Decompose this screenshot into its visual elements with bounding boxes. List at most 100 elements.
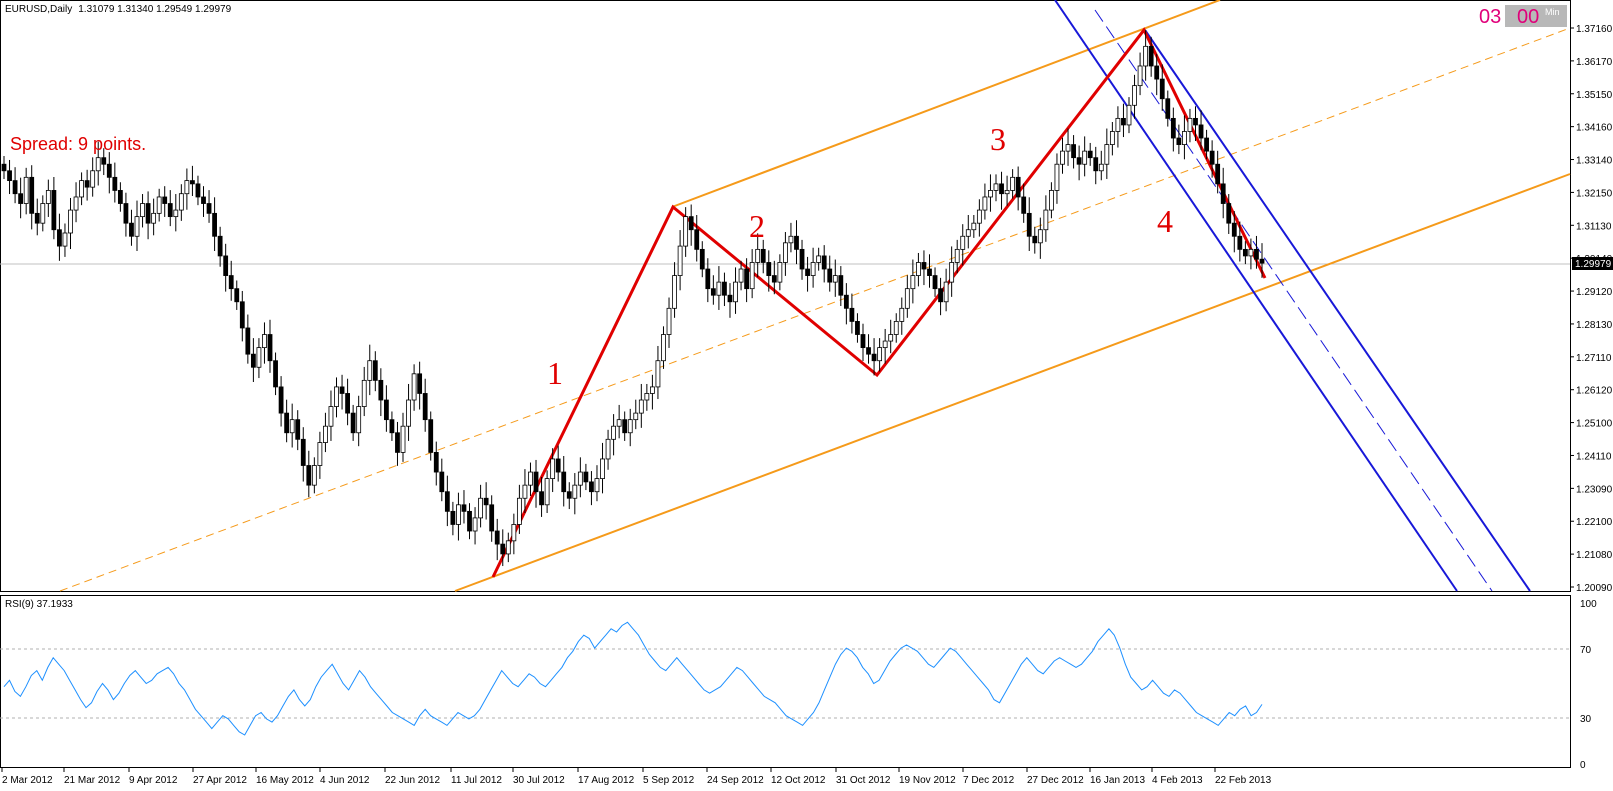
candle-body (1115, 117, 1121, 132)
x-tick-label: 27 Dec 2012 (1027, 775, 1084, 786)
candle-body (594, 478, 600, 493)
candle-body (633, 412, 639, 421)
candle-body (555, 458, 561, 473)
spread-label: Spread: 9 points. (10, 134, 146, 154)
candle-body (62, 232, 68, 247)
candle-body (722, 281, 727, 296)
candle-body (1254, 248, 1259, 260)
candle-body (1165, 98, 1171, 119)
candle-body (583, 471, 589, 483)
candle-body (1109, 131, 1115, 145)
candle-body (323, 425, 328, 443)
candle-body (638, 399, 644, 414)
candle-body (51, 190, 57, 231)
candle-body (278, 386, 284, 414)
candle-body (239, 301, 245, 329)
candle-body (212, 212, 217, 237)
candle-body (1159, 78, 1165, 100)
candle-body (1137, 65, 1143, 87)
y-tick-label: 1.35150 (1576, 90, 1613, 101)
orange-channel-median (59, 27, 1571, 592)
candle-body (73, 196, 79, 211)
candle-body (79, 180, 84, 198)
candle-body (672, 275, 677, 309)
candle-body (195, 183, 201, 198)
candle-body (95, 157, 101, 172)
candle-body (611, 425, 617, 440)
candle-body (589, 481, 594, 493)
candle-body (461, 504, 467, 512)
candle-body (760, 248, 766, 263)
y-tick-label: 1.37160 (1576, 24, 1613, 35)
rsi-level-label: 70 (1580, 645, 1592, 656)
candle-body (500, 543, 506, 555)
candle-body (943, 281, 949, 303)
candle-body (938, 288, 943, 303)
candle-body (450, 510, 456, 525)
candle-body (899, 307, 905, 322)
candle-body (794, 235, 799, 250)
candle-body (827, 268, 833, 283)
candle-body (101, 157, 107, 165)
candle-body (18, 193, 24, 204)
candle-body (250, 353, 256, 368)
candle-body (151, 212, 157, 224)
candle-body (577, 471, 583, 486)
candle-body (528, 471, 533, 486)
candle-body (1104, 144, 1110, 165)
candle-body (855, 321, 860, 335)
candle-body (367, 360, 373, 381)
candle-body (572, 484, 578, 499)
candle-body (810, 262, 816, 276)
timer-box (1505, 5, 1567, 27)
x-tick-label: 17 Aug 2012 (578, 775, 635, 786)
candle-body (888, 334, 894, 342)
candle-body (483, 497, 489, 506)
x-tick-label: 19 Nov 2012 (899, 775, 956, 786)
rsi-panel (0, 595, 1571, 768)
candle-body (522, 484, 528, 499)
candle-body (112, 176, 118, 191)
candle-body (1204, 137, 1209, 152)
candle-body (84, 180, 90, 188)
candle-body (921, 262, 927, 270)
candle-body (849, 307, 855, 322)
candle-body (644, 393, 650, 401)
candle-body (422, 393, 428, 421)
candle-body (1132, 85, 1137, 106)
candle-body (1187, 117, 1193, 132)
candle-body (832, 275, 838, 283)
candle-body (544, 478, 550, 506)
orange-channel-upper (671, 0, 1221, 208)
candle-body (494, 530, 500, 545)
y-tick-label: 1.34160 (1576, 123, 1613, 134)
y-tick-label: 1.33140 (1576, 156, 1613, 167)
candle-body (433, 452, 439, 473)
y-tick-label: 1.24110 (1576, 451, 1612, 462)
candle-body (932, 275, 938, 290)
candle-body (350, 412, 356, 434)
candle-body (954, 248, 960, 263)
candle-body (988, 190, 993, 198)
candle-body (395, 432, 400, 453)
candle-body (1093, 157, 1099, 172)
last-price-value: 1.29979 (1575, 259, 1612, 270)
candle-body (1087, 150, 1093, 159)
candle-body (12, 180, 18, 195)
candle-body (893, 321, 899, 335)
candle-body (561, 471, 567, 493)
candle-body (971, 222, 977, 231)
candle-body (295, 419, 301, 440)
candle-body (190, 180, 195, 185)
candle-body (29, 176, 35, 214)
y-tick-label: 1.27110 (1576, 353, 1612, 364)
candle-body (710, 288, 716, 296)
x-tick-label: 16 May 2012 (256, 775, 314, 786)
candle-body (705, 268, 711, 290)
candle-body (256, 347, 262, 368)
timer-mode: Min (1545, 7, 1560, 17)
candle-body (217, 235, 223, 257)
candle-body (273, 360, 278, 388)
candle-body (744, 268, 750, 290)
